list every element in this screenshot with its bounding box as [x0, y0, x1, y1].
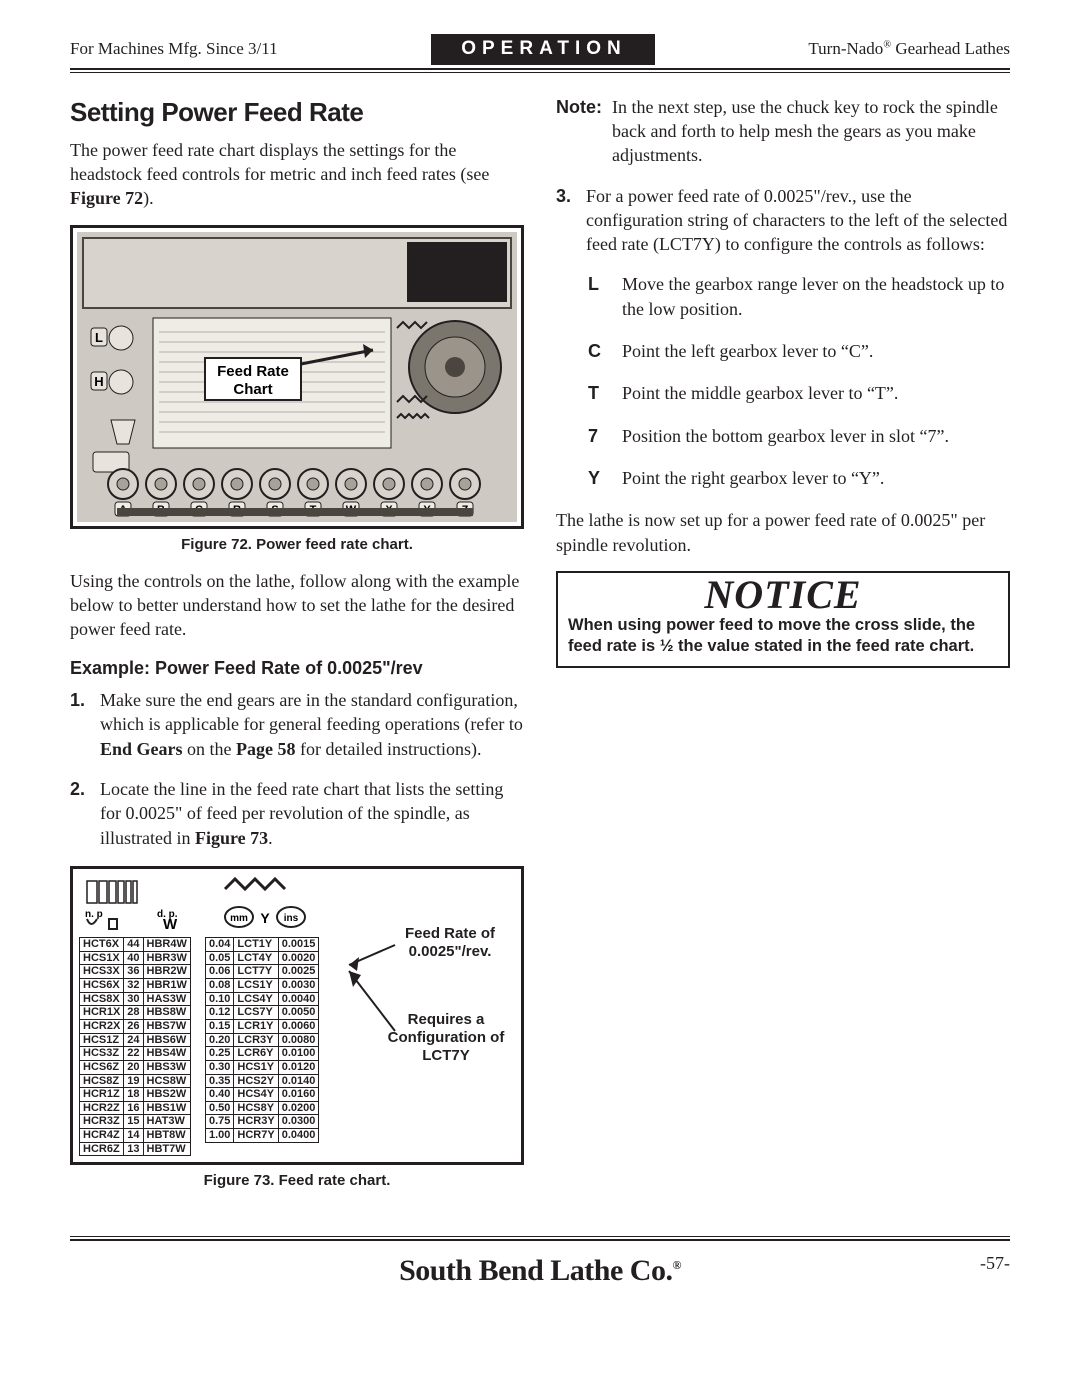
step-3: 3.For a power feed rate of 0.0025"/rev.,… — [556, 184, 1010, 257]
svg-text:W: W — [163, 916, 178, 931]
footer-rule-thin — [70, 1236, 1010, 1237]
figure-73: n. p d. p. W HCT6X44HBR4WHCS1X40HBR3WHCS… — [70, 866, 524, 1166]
page-header: For Machines Mfg. Since 3/11 OPERATION T… — [70, 34, 1010, 67]
notice-body: When using power feed to move the cross … — [568, 615, 998, 658]
machine-panel-illustration: L H Feed Rate — [77, 232, 517, 522]
right-column: Note: In the next step, use the chuck ke… — [556, 95, 1010, 1206]
intro-paragraph: The power feed rate chart displays the s… — [70, 138, 524, 211]
figure-72-caption: Figure 72. Power feed rate chart. — [70, 535, 524, 555]
header-left: For Machines Mfg. Since 3/11 — [70, 38, 278, 61]
feed-table-right: 0.04LCT1Y0.00150.05LCT4Y0.00200.06LCT7Y0… — [205, 937, 319, 1143]
header-rule-thick — [70, 68, 1010, 70]
letter-sublist: LMove the gearbox range lever on the hea… — [556, 272, 1010, 490]
header-right: Turn-Nado® Gearhead Lathes — [808, 38, 1010, 61]
header-rule-thin — [70, 72, 1010, 73]
svg-text:mm: mm — [230, 913, 248, 924]
svg-text:L: L — [95, 330, 103, 345]
callout-feedrate: Feed Rate of0.0025"/rev. — [385, 925, 515, 961]
closing-paragraph: The lathe is now set up for a power feed… — [556, 508, 1010, 557]
footer-rule-thick — [70, 1239, 1010, 1241]
footer-page-number: -57- — [980, 1251, 1010, 1275]
svg-text:Feed Rate: Feed Rate — [217, 363, 289, 380]
footer-company: South Bend Lathe Co.® — [399, 1251, 681, 1292]
svg-text:Chart: Chart — [233, 381, 272, 398]
page-footer: South Bend Lathe Co.® -57- — [70, 1251, 1010, 1292]
feed-table-left: HCT6X44HBR4WHCS1X40HBR3WHCS3X36HBR2WHCS6… — [79, 937, 191, 1156]
example-title: Example: Power Feed Rate of 0.0025"/rev — [70, 656, 524, 680]
figure-73-caption: Figure 73. Feed rate chart. — [70, 1171, 524, 1191]
numbered-steps-left: 1.Make sure the end gears are in the sta… — [70, 688, 524, 850]
header-center: OPERATION — [431, 34, 655, 65]
figure-72: L H Feed Rate — [70, 225, 524, 529]
svg-text:H: H — [94, 374, 103, 389]
notice-box: NOTICE When using power feed to move the… — [556, 571, 1010, 668]
left-column: Setting Power Feed Rate The power feed r… — [70, 95, 524, 1206]
section-title: Setting Power Feed Rate — [70, 95, 524, 130]
instruction-paragraph: Using the controls on the lathe, follow … — [70, 569, 524, 642]
note-block: Note: In the next step, use the chuck ke… — [556, 95, 1010, 168]
svg-text:Y: Y — [260, 910, 270, 926]
svg-text:ins: ins — [284, 913, 299, 924]
svg-text:n. p: n. p — [85, 909, 103, 920]
notice-title: NOTICE — [568, 575, 998, 615]
